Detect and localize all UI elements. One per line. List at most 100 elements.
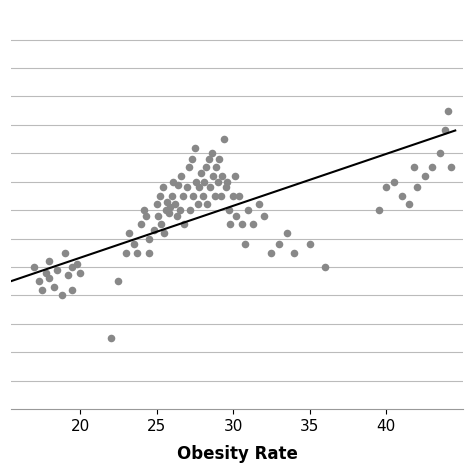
Point (183, 183, 191, 191)
Point (238, 220, 246, 228)
Point (196, 183, 203, 191)
Point (275, 240, 283, 248)
Point (50, 283, 58, 291)
Point (283, 229, 291, 237)
Point (159, 183, 166, 191)
Point (375, 206, 383, 214)
Point (190, 192, 197, 200)
Point (191, 144, 199, 151)
Point (410, 164, 418, 171)
Point (174, 181, 182, 188)
Point (436, 149, 444, 157)
Point (168, 192, 176, 200)
Point (306, 240, 313, 248)
Point (291, 249, 298, 256)
Point (208, 149, 216, 157)
Point (236, 192, 243, 200)
Point (181, 220, 188, 228)
Point (69, 263, 76, 271)
Point (205, 155, 212, 163)
Point (171, 201, 179, 208)
Point (161, 229, 168, 237)
Point (76, 269, 84, 276)
Point (185, 164, 192, 171)
Point (107, 334, 114, 342)
Point (222, 183, 229, 191)
Point (115, 277, 122, 285)
Point (64, 272, 72, 279)
Point (225, 206, 232, 214)
Point (421, 172, 428, 180)
Point (61, 249, 69, 256)
Point (217, 192, 225, 200)
Point (444, 107, 451, 114)
Point (211, 192, 219, 200)
Point (157, 220, 165, 228)
Point (242, 240, 249, 248)
Point (405, 201, 413, 208)
Point (202, 164, 210, 171)
Point (428, 164, 436, 171)
Point (150, 226, 157, 234)
Point (260, 212, 268, 219)
Point (231, 172, 238, 180)
Point (122, 249, 130, 256)
Point (30, 263, 38, 271)
Point (447, 164, 455, 171)
Point (73, 260, 81, 268)
Point (145, 235, 153, 242)
Point (155, 212, 162, 219)
Point (216, 155, 223, 163)
Point (220, 135, 228, 143)
Point (199, 192, 206, 200)
Point (137, 220, 145, 228)
Point (223, 178, 231, 185)
Point (179, 192, 186, 200)
Point (441, 127, 448, 134)
Point (43, 269, 50, 276)
Point (197, 169, 205, 177)
Point (69, 286, 76, 293)
Point (210, 172, 217, 180)
Point (176, 206, 183, 214)
Point (35, 277, 43, 285)
Point (125, 229, 133, 237)
Point (249, 220, 257, 228)
Point (173, 212, 180, 219)
Point (162, 206, 170, 214)
Point (194, 201, 202, 208)
Point (130, 240, 137, 248)
Point (141, 206, 148, 214)
Point (156, 192, 164, 200)
Point (212, 164, 220, 171)
Point (413, 183, 421, 191)
Point (226, 220, 234, 228)
X-axis label: Obesity Rate: Obesity Rate (176, 445, 298, 463)
Point (46, 257, 53, 265)
Point (203, 201, 211, 208)
Point (166, 203, 174, 211)
Point (186, 206, 194, 214)
Point (145, 249, 153, 256)
Point (229, 192, 237, 200)
Point (232, 212, 240, 219)
Point (214, 178, 222, 185)
Point (53, 266, 61, 273)
Point (177, 172, 185, 180)
Point (170, 178, 177, 185)
Point (133, 249, 140, 256)
Point (383, 183, 390, 191)
Point (142, 212, 150, 219)
Point (58, 292, 65, 299)
Point (268, 249, 275, 256)
Point (46, 274, 53, 282)
Point (153, 201, 160, 208)
Point (38, 286, 46, 293)
Point (245, 206, 252, 214)
Point (165, 209, 173, 217)
Point (206, 183, 214, 191)
Point (390, 178, 398, 185)
Point (219, 172, 226, 180)
Point (192, 178, 200, 185)
Point (321, 263, 329, 271)
